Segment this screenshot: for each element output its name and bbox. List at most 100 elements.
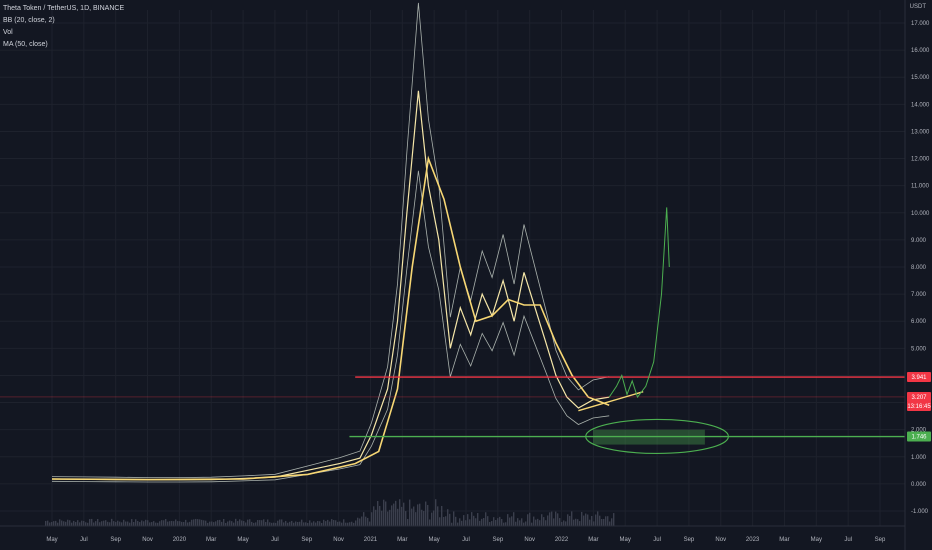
volume-bar xyxy=(273,522,275,526)
volume-bar xyxy=(317,520,319,526)
volume-bar xyxy=(247,519,249,526)
price-line xyxy=(51,90,610,481)
volume-bar xyxy=(357,517,359,526)
volume-bar xyxy=(223,518,225,526)
volume-bar xyxy=(341,522,343,526)
projection-path xyxy=(608,207,670,399)
volume-bar xyxy=(385,501,387,526)
volume-bar xyxy=(217,520,219,526)
volume-bar xyxy=(97,518,99,526)
symbol-title[interactable]: Theta Token / TetherUS, 1D, BINANCE xyxy=(3,5,125,12)
volume-bar xyxy=(425,501,427,526)
volume-bar xyxy=(415,512,417,526)
volume-bar xyxy=(91,518,93,526)
x-tick-label: Nov xyxy=(524,537,535,543)
volume-bar xyxy=(547,515,549,526)
volume-indicator-label[interactable]: Vol xyxy=(3,29,13,36)
volume-bar xyxy=(151,522,153,526)
volume-bar xyxy=(535,519,537,526)
volume-bar xyxy=(423,511,425,526)
volume-bar xyxy=(595,514,597,526)
volume-bar xyxy=(145,519,147,526)
volume-bar xyxy=(301,519,303,526)
volume-bar xyxy=(119,521,121,526)
volume-bar xyxy=(147,520,149,526)
volume-bar xyxy=(135,519,137,526)
volume-bar xyxy=(365,516,367,526)
x-tick-label: May xyxy=(428,537,439,543)
volume-bar xyxy=(401,506,403,526)
buy-zone-rectangle xyxy=(593,429,705,445)
time-axis[interactable]: May Jul Sep Nov 2020 Mar May Jul Sep Nov 2021 Mar Ma… xyxy=(0,525,905,543)
volume-bar xyxy=(85,522,87,526)
volume-bar xyxy=(507,514,509,526)
volume-bar xyxy=(167,521,169,526)
user-drawings[interactable] xyxy=(578,207,729,454)
volume-bar xyxy=(459,518,461,526)
bb-indicator-label[interactable]: BB (20, close, 2) xyxy=(3,17,55,24)
volume-bar xyxy=(81,520,83,526)
volume-bar xyxy=(175,519,177,526)
volume-bar xyxy=(521,518,523,526)
volume-bar xyxy=(605,516,607,526)
price-tag xyxy=(907,372,931,383)
volume-bar xyxy=(321,522,323,526)
ma-indicator-label[interactable]: MA (50, close) xyxy=(3,41,48,48)
volume-bar xyxy=(463,515,465,526)
volume-bar xyxy=(429,519,431,526)
volume-bar xyxy=(453,511,455,526)
volume-bar xyxy=(441,505,443,526)
volume-bar xyxy=(583,515,585,526)
volume-bar xyxy=(177,521,179,526)
x-tick-label: Jul xyxy=(844,537,852,543)
volume-bar xyxy=(99,522,101,526)
volume-bar xyxy=(591,515,593,526)
volume-bar xyxy=(127,521,129,526)
volume-bar xyxy=(505,522,507,526)
volume-bar xyxy=(295,521,297,526)
volume-bar xyxy=(437,506,439,526)
volume-bar xyxy=(161,520,163,526)
x-tick-label: May xyxy=(237,537,248,543)
volume-bar xyxy=(611,518,613,526)
volume-bar xyxy=(315,522,317,526)
volume-bar xyxy=(203,520,205,526)
volume-bar xyxy=(47,520,49,526)
x-tick-label: Jul xyxy=(462,537,470,543)
volume-bar xyxy=(285,520,287,526)
volume-bar xyxy=(121,522,123,526)
volume-bar xyxy=(243,521,245,526)
volume-bar xyxy=(211,521,213,526)
buy-zone-circle xyxy=(585,418,729,454)
volume-bar xyxy=(235,518,237,526)
volume-bar xyxy=(63,521,65,526)
volume-bar xyxy=(109,522,111,526)
volume-bar xyxy=(209,521,211,526)
volume-bar xyxy=(241,520,243,526)
volume-bar xyxy=(545,520,547,526)
volume-bar xyxy=(219,519,221,526)
volume-bar xyxy=(179,521,181,526)
volume-bar xyxy=(541,514,543,526)
volume-bar xyxy=(467,514,469,526)
volume-bar xyxy=(309,520,311,526)
trendline xyxy=(578,391,644,412)
x-tick-label: Sep xyxy=(875,537,886,543)
volume-bar xyxy=(589,519,591,526)
volume-bar xyxy=(201,519,203,526)
volume-bar xyxy=(375,509,377,526)
volume-bar xyxy=(89,519,91,526)
volume-bar xyxy=(493,517,495,526)
volume-bar xyxy=(101,521,103,526)
volume-bar xyxy=(249,519,251,526)
volume-bar xyxy=(313,521,315,526)
price-axis[interactable]: -1.0000.0001.0002.0003.0004.0005.0006.00… xyxy=(904,0,930,550)
volume-bar xyxy=(123,519,125,526)
volume-bar xyxy=(449,513,451,526)
volume-bar xyxy=(255,522,257,526)
volume-bar xyxy=(251,521,253,526)
volume-bar xyxy=(327,519,329,526)
x-tick-label: Nov xyxy=(715,537,726,543)
moving-average-line xyxy=(51,155,610,481)
